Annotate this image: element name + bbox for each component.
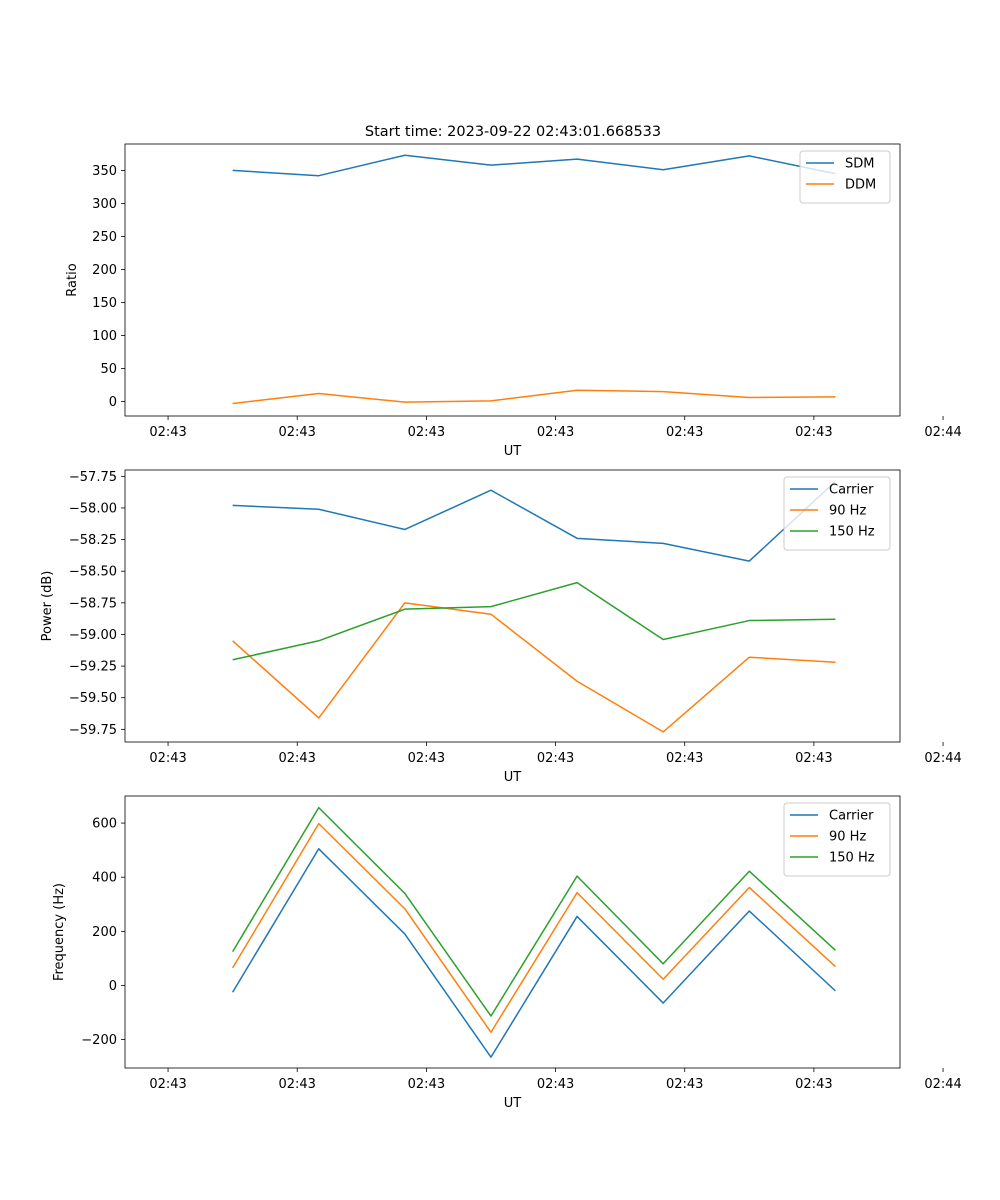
- x-tick-label: 02:44: [924, 425, 961, 440]
- series-line-sdm: [232, 154, 836, 177]
- y-tick-label: −57.75: [69, 470, 117, 485]
- y-tick-label: −58.00: [69, 501, 117, 516]
- y-tick-label: −59.50: [69, 691, 117, 706]
- legend-label: Carrier: [829, 483, 874, 498]
- legend-label: 150 Hz: [829, 851, 875, 866]
- legend: SDM DDM: [799, 150, 891, 204]
- x-tick-label: 02:43: [795, 1077, 832, 1092]
- x-tick-label: 02:43: [537, 425, 574, 440]
- x-tick-label: 02:43: [278, 751, 315, 766]
- x-tick-label: 02:43: [408, 751, 445, 766]
- axes-frame: [124, 795, 901, 1069]
- series-line-90-hz: [231, 822, 836, 1034]
- y-tick-label: 50: [100, 362, 117, 377]
- y-axis-label: Power (dB): [40, 571, 55, 642]
- y-tick-label: 350: [92, 164, 117, 179]
- x-tick-label: 02:44: [924, 1077, 961, 1092]
- x-tick-label: 02:43: [666, 425, 703, 440]
- y-tick-label: −59.75: [69, 723, 117, 738]
- x-tick-label: 02:43: [666, 751, 703, 766]
- y-tick-label: 100: [92, 329, 117, 344]
- x-axis-label: UT: [504, 770, 522, 785]
- series-line-carrier: [232, 480, 836, 562]
- series-line-carrier: [231, 848, 836, 1058]
- legend-label: 150 Hz: [829, 525, 875, 540]
- x-tick-label: 02:43: [278, 425, 315, 440]
- legend-label: Carrier: [829, 809, 874, 824]
- legend-label: SDM: [845, 157, 874, 172]
- x-tick-label: 02:43: [795, 425, 832, 440]
- x-tick-label: 02:43: [537, 751, 574, 766]
- legend-label: DDM: [845, 178, 876, 193]
- subplot-3: 02:43 02:43 02:43 02:43 02:43 02:43 02:44 −200 0…: [52, 795, 962, 1111]
- y-tick-label: 400: [92, 871, 117, 886]
- figure-title: Start time: 2023-09-22 02:43:01.668533: [365, 124, 661, 140]
- x-tick-label: 02:43: [149, 425, 186, 440]
- legend-box: [799, 150, 891, 204]
- y-tick-label: 0: [109, 395, 117, 410]
- x-tick-label: 02:43: [408, 1077, 445, 1092]
- x-tick-label: 02:44: [924, 751, 961, 766]
- y-tick-label: 150: [92, 296, 117, 311]
- y-tick-label: 300: [92, 197, 117, 212]
- x-tick-label: 02:43: [149, 1077, 186, 1092]
- y-tick-label: 200: [92, 925, 117, 940]
- x-tick-label: 02:43: [149, 751, 186, 766]
- axes-frame: [124, 469, 901, 743]
- subplot-2: 02:43 02:43 02:43 02:43 02:43 02:43 02:44 −59.7…: [40, 469, 962, 785]
- y-axis-label: Ratio: [65, 263, 80, 296]
- subplot-1: 02:43 02:43 02:43 02:43 02:43 02:43 02:44 0 50 10…: [65, 143, 962, 459]
- legend-label: 90 Hz: [829, 504, 866, 519]
- series-line-150-hz: [232, 581, 836, 661]
- y-tick-label: −59.25: [69, 660, 117, 675]
- x-tick-label: 02:43: [666, 1077, 703, 1092]
- legend: Carrier 90 Hz 150 Hz: [783, 802, 891, 877]
- y-tick-label: −59.00: [69, 628, 117, 643]
- series-line-90-hz: [232, 602, 836, 733]
- x-tick-label: 02:43: [537, 1077, 574, 1092]
- series-line-ddm: [232, 389, 836, 405]
- axes-frame: [124, 143, 901, 417]
- axes-container: 02:43 02:43 02:43 02:43 02:43 02:43 02:44 0 50 10…: [40, 143, 962, 1111]
- x-tick-label: 02:43: [278, 1077, 315, 1092]
- series-line-150-hz: [231, 806, 836, 1017]
- y-tick-label: −58.75: [69, 596, 117, 611]
- x-tick-label: 02:43: [795, 751, 832, 766]
- y-axis-label: Frequency (Hz): [52, 883, 67, 981]
- y-tick-label: 250: [92, 230, 117, 245]
- y-tick-label: −200: [81, 1033, 117, 1048]
- x-axis-label: UT: [504, 1096, 522, 1111]
- x-axis-label: UT: [504, 444, 522, 459]
- y-tick-label: −58.50: [69, 565, 117, 580]
- legend-label: 90 Hz: [829, 830, 866, 845]
- y-tick-label: 0: [109, 979, 117, 994]
- y-tick-label: −58.25: [69, 533, 117, 548]
- legend: Carrier 90 Hz 150 Hz: [783, 476, 891, 551]
- x-tick-label: 02:43: [408, 425, 445, 440]
- y-tick-label: 200: [92, 263, 117, 278]
- y-tick-label: 600: [92, 817, 117, 832]
